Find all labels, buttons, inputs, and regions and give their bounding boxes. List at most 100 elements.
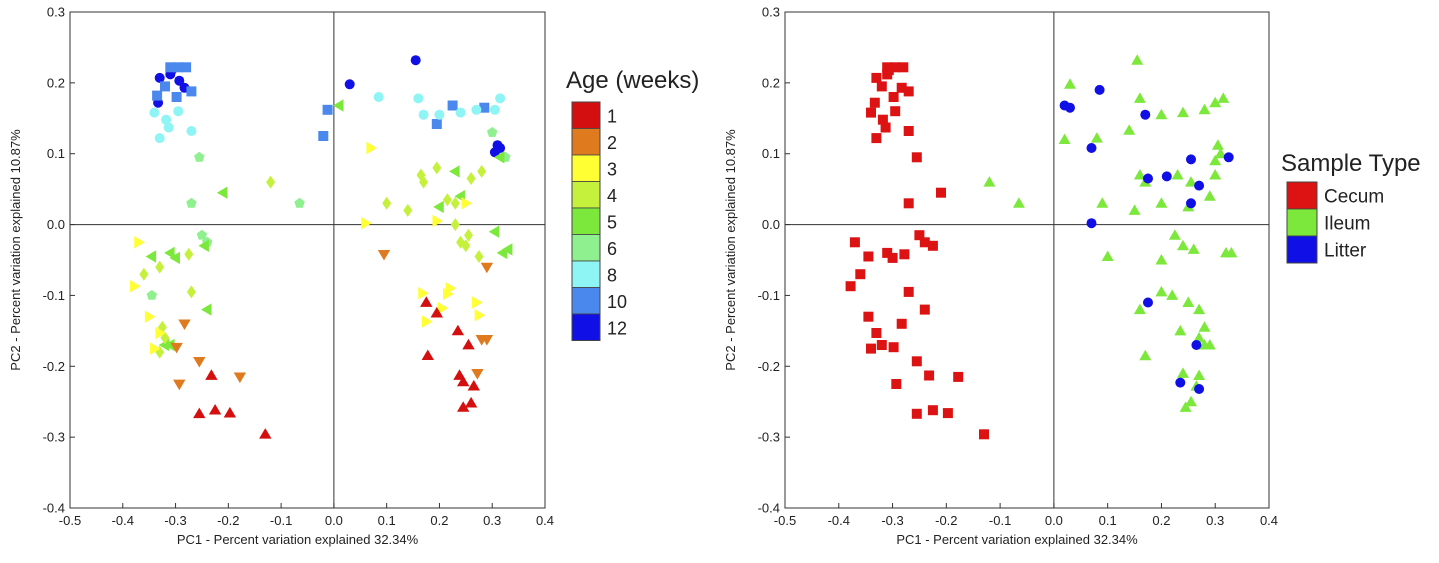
point-litter bbox=[1191, 340, 1202, 350]
point-age-6 bbox=[194, 151, 205, 162]
point-ileum bbox=[1171, 169, 1184, 180]
x-tick-label: -0.2 bbox=[935, 513, 957, 528]
point-cecum bbox=[880, 122, 891, 133]
point-age-5 bbox=[433, 200, 444, 214]
point-age-2 bbox=[193, 356, 206, 368]
point-cecum bbox=[866, 343, 876, 354]
point-cecum bbox=[927, 240, 938, 251]
point-ileum bbox=[1012, 197, 1025, 208]
plot-frame bbox=[784, 11, 1270, 509]
y-tick-label: 0.0 bbox=[47, 217, 65, 232]
point-cecum bbox=[899, 249, 910, 260]
x-tick-label: -0.4 bbox=[112, 513, 134, 528]
y-tick-label: -0.2 bbox=[758, 359, 780, 374]
point-age-3 bbox=[474, 309, 486, 322]
y-tick-label: -0.1 bbox=[43, 288, 65, 303]
point-ileum bbox=[1225, 246, 1238, 258]
point-age-5 bbox=[493, 151, 505, 164]
y-tick-label: -0.4 bbox=[758, 501, 780, 516]
point-cecum bbox=[869, 97, 880, 108]
x-tick-label: 0.0 bbox=[325, 513, 343, 528]
point-cecum bbox=[942, 408, 953, 419]
point-ileum bbox=[1096, 197, 1109, 208]
point-cecum bbox=[890, 62, 901, 73]
point-age-2 bbox=[178, 319, 191, 330]
point-age-8 bbox=[489, 104, 500, 115]
point-cecum bbox=[882, 247, 893, 258]
point-age-12 bbox=[410, 55, 421, 66]
legend-label-2: 2 bbox=[607, 133, 617, 153]
point-age-5 bbox=[501, 243, 513, 256]
point-ileum bbox=[983, 176, 996, 187]
point-cecum bbox=[883, 65, 894, 76]
point-age-5 bbox=[145, 250, 157, 263]
legend-swatch-litter bbox=[1286, 235, 1318, 264]
point-ileum bbox=[1133, 169, 1146, 180]
point-cecum bbox=[891, 379, 902, 389]
point-litter bbox=[1194, 180, 1205, 191]
point-ileum bbox=[1155, 108, 1168, 120]
sample-type-legend: Sample Type Cecum Ileum Litter bbox=[1281, 150, 1421, 264]
point-age-6 bbox=[294, 197, 305, 208]
point-litter bbox=[1143, 297, 1153, 308]
point-age-4 bbox=[403, 203, 413, 217]
x-tick-label: 0.4 bbox=[1260, 513, 1278, 528]
point-cecum bbox=[903, 86, 914, 97]
point-age-1 bbox=[467, 379, 480, 391]
point-age-2 bbox=[480, 335, 494, 346]
point-age-3 bbox=[437, 302, 449, 315]
legend-label-12: 12 bbox=[607, 318, 627, 338]
point-age-10 bbox=[181, 62, 192, 73]
x-tick-label: -0.3 bbox=[881, 513, 903, 528]
point-age-2 bbox=[377, 249, 391, 261]
point-age-8 bbox=[413, 93, 424, 104]
point-age-6 bbox=[196, 229, 208, 240]
x-tick-label: 0.3 bbox=[1206, 513, 1224, 528]
point-litter bbox=[1086, 218, 1097, 229]
legend-swatch-2 bbox=[571, 128, 601, 156]
point-ileum bbox=[1090, 132, 1103, 143]
x-tick-label: 0.1 bbox=[378, 513, 396, 528]
legend-swatch-10 bbox=[571, 287, 601, 315]
point-age-3 bbox=[461, 197, 472, 210]
point-cecum bbox=[877, 114, 888, 125]
point-age-3 bbox=[472, 296, 483, 309]
point-litter bbox=[1223, 152, 1234, 163]
point-ileum bbox=[1179, 401, 1192, 412]
point-cecum bbox=[927, 405, 938, 416]
point-age-1 bbox=[205, 369, 218, 380]
y-axis-label: PC2 - Percent variation explained 10.87% bbox=[8, 129, 23, 371]
point-cecum bbox=[924, 370, 935, 381]
data-points bbox=[845, 54, 1238, 440]
point-age-4 bbox=[461, 239, 471, 253]
point-ileum bbox=[1203, 190, 1216, 201]
point-cecum bbox=[896, 318, 907, 329]
point-age-4 bbox=[477, 164, 487, 178]
legend-swatch-5 bbox=[571, 207, 601, 235]
point-age-10 bbox=[186, 86, 197, 97]
point-litter bbox=[1140, 109, 1151, 120]
point-ileum bbox=[1185, 395, 1197, 407]
legend-swatch-3 bbox=[571, 154, 601, 182]
data-points bbox=[130, 55, 513, 439]
point-ileum bbox=[1211, 139, 1224, 150]
point-age-1 bbox=[208, 404, 222, 415]
point-age-1 bbox=[457, 375, 470, 387]
point-age-4 bbox=[382, 196, 392, 210]
x-axis-label: PC1 - Percent variation explained 32.34% bbox=[177, 532, 419, 547]
point-cecum bbox=[911, 152, 922, 163]
point-age-4 bbox=[186, 285, 196, 299]
point-age-10 bbox=[447, 100, 458, 111]
y-tick-label: 0.1 bbox=[47, 146, 65, 161]
point-cecum bbox=[863, 311, 874, 322]
point-age-4 bbox=[419, 175, 429, 189]
legend-swatch-cecum bbox=[1286, 181, 1318, 210]
legend-swatch-12 bbox=[571, 313, 601, 341]
plot-frame bbox=[69, 11, 546, 509]
point-age-1 bbox=[259, 428, 272, 439]
legend-swatch-1 bbox=[571, 101, 601, 129]
x-tick-label: 0.1 bbox=[1099, 513, 1117, 528]
point-ileum bbox=[1177, 239, 1189, 251]
point-age-1 bbox=[420, 296, 433, 307]
